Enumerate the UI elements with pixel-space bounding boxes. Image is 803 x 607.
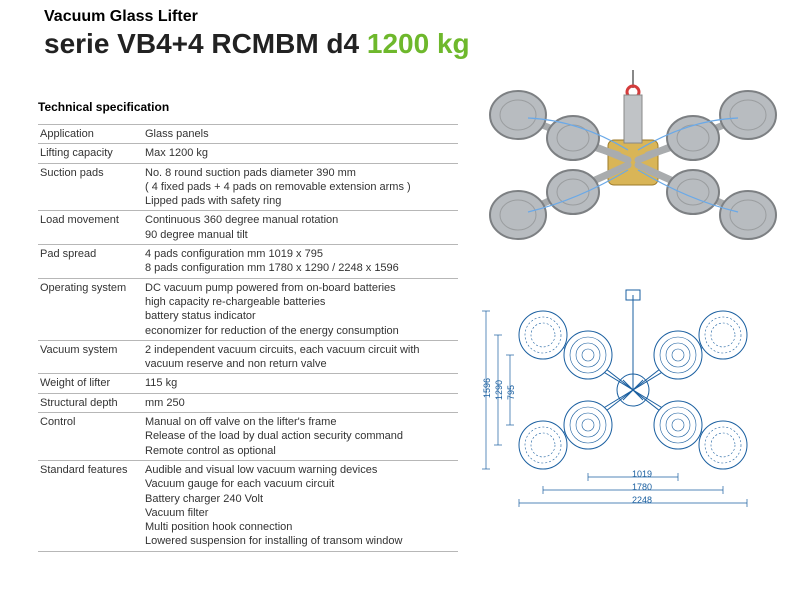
spec-label: Pad spread xyxy=(38,245,143,279)
spec-label: Load movement xyxy=(38,211,143,245)
table-row: Structural depthmm 250 xyxy=(38,393,458,412)
spec-heading: Technical specification xyxy=(38,100,458,114)
spec-value: 4 pads configuration mm 1019 x 7958 pads… xyxy=(143,245,458,279)
spec-label: Suction pads xyxy=(38,163,143,211)
product-subtitle: Vacuum Glass Lifter xyxy=(44,8,803,26)
dim-w1: 1019 xyxy=(632,469,652,479)
product-photo xyxy=(478,70,788,270)
table-row: Pad spread4 pads configuration mm 1019 x… xyxy=(38,245,458,279)
spec-value: mm 250 xyxy=(143,393,458,412)
table-row: Vacuum system2 independent vacuum circui… xyxy=(38,340,458,374)
table-row: ControlManual on off valve on the lifter… xyxy=(38,413,458,461)
spec-label: Control xyxy=(38,413,143,461)
spec-value: 115 kg xyxy=(143,374,458,393)
dim-w2: 1780 xyxy=(632,482,652,492)
title-capacity: 1200 kg xyxy=(367,28,470,59)
table-row: Suction padsNo. 8 round suction pads dia… xyxy=(38,163,458,211)
spec-table: ApplicationGlass panelsLifting capacityM… xyxy=(38,124,458,552)
dim-h1: 795 xyxy=(506,385,516,400)
spec-label: Weight of lifter xyxy=(38,374,143,393)
spec-label: Structural depth xyxy=(38,393,143,412)
table-row: Operating systemDC vacuum pump powered f… xyxy=(38,278,458,340)
spec-value: Max 1200 kg xyxy=(143,144,458,163)
spec-value: Glass panels xyxy=(143,125,458,144)
spec-value: 2 independent vacuum circuits, each vacu… xyxy=(143,340,458,374)
dim-h3: 1596 xyxy=(482,378,492,398)
technical-diagram: 1019 1780 2248 795 1290 1596 xyxy=(478,285,788,515)
spec-value: Audible and visual low vacuum warning de… xyxy=(143,460,458,551)
dim-w3: 2248 xyxy=(632,495,652,505)
spec-value: No. 8 round suction pads diameter 390 mm… xyxy=(143,163,458,211)
spec-value: Manual on off valve on the lifter's fram… xyxy=(143,413,458,461)
spec-value: Continuous 360 degree manual rotation90 … xyxy=(143,211,458,245)
table-row: Lifting capacityMax 1200 kg xyxy=(38,144,458,163)
spec-label: Operating system xyxy=(38,278,143,340)
table-row: Load movementContinuous 360 degree manua… xyxy=(38,211,458,245)
dim-h2: 1290 xyxy=(494,380,504,400)
spec-label: Application xyxy=(38,125,143,144)
product-title: serie VB4+4 RCMBM d4 1200 kg xyxy=(44,28,803,60)
spec-label: Standard features xyxy=(38,460,143,551)
table-row: Weight of lifter115 kg xyxy=(38,374,458,393)
spec-label: Vacuum system xyxy=(38,340,143,374)
spec-label: Lifting capacity xyxy=(38,144,143,163)
title-prefix: serie VB4+4 RCMBM d4 xyxy=(44,28,359,59)
spec-value: DC vacuum pump powered from on-board bat… xyxy=(143,278,458,340)
table-row: Standard featuresAudible and visual low … xyxy=(38,460,458,551)
table-row: ApplicationGlass panels xyxy=(38,125,458,144)
